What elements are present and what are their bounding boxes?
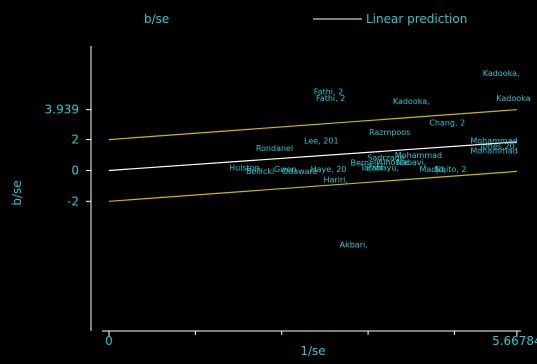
point-label: Nabavi, (396, 158, 426, 167)
point-label: Haye, 20 (311, 165, 347, 174)
point-label: Hulston, (229, 163, 262, 172)
point-label: Bernell (350, 159, 378, 168)
point-label: Rondanel (256, 144, 293, 153)
x-axis-label: 1/se (300, 344, 325, 358)
point-label: Bellicki (246, 167, 274, 176)
point-label: Sadrzade (367, 153, 405, 162)
point-label: Zahayu, (366, 163, 399, 172)
lower-band-line (108, 170, 517, 202)
point-label: Lee, 201 (304, 136, 339, 145)
legend: Linear prediction (313, 12, 467, 26)
point-label: Fathi, 2 (314, 88, 343, 97)
chart-title-top-left: b/se (144, 12, 169, 26)
point-label: Fathi, 2 (316, 94, 345, 103)
point-label: Mohammad (395, 151, 442, 160)
y-tick-label: 0 (71, 163, 79, 177)
upper-band-line (108, 109, 517, 141)
y-axis-label: b/se (10, 180, 24, 205)
y-tick-label: 3.939 (45, 103, 79, 117)
x-tick-label: 0 (105, 334, 113, 348)
point-label: Mohammad (470, 146, 517, 155)
point-label: Chang, 2 (429, 119, 465, 128)
point-label: Kadooka (496, 94, 530, 103)
point-label: Razmpoos (369, 128, 410, 137)
point-label: Alhosse (378, 158, 409, 167)
point-label: Hariri, (323, 176, 347, 185)
point-label: Gwen (274, 165, 297, 174)
point-label: Madjd, (419, 165, 446, 174)
point-label: Kadooka, (393, 97, 430, 106)
point-label: Jones,20 (480, 142, 515, 151)
x-tick-label: 5.66784 (492, 334, 537, 348)
y-tick-label: 2 (71, 133, 79, 147)
linear-prediction-line (108, 141, 517, 172)
point-label: Mohammad (470, 136, 517, 145)
y-tick-label: -2 (67, 194, 79, 208)
point-label: Odaware (282, 167, 318, 176)
axes: 3.939 2 0 -2 0 5.66784 (45, 46, 537, 348)
point-label: Naito, 2 (435, 165, 466, 174)
point-label: Akbari, (340, 241, 368, 250)
point-label: Kadooka, (483, 69, 520, 78)
legend-label: Linear prediction (366, 12, 467, 26)
fit-lines (108, 109, 517, 202)
point-label: Tarraf (359, 163, 383, 172)
